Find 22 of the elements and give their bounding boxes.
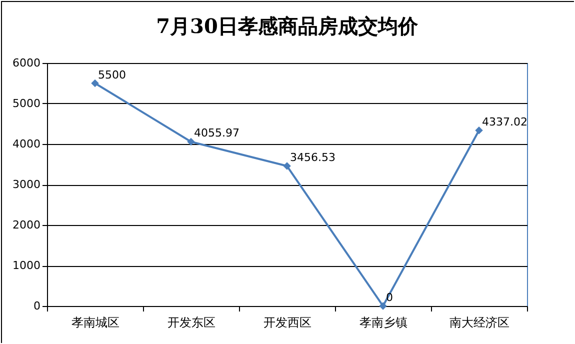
data-label: 4337.02 xyxy=(482,115,528,128)
y-tick-label: 4000 xyxy=(12,138,40,150)
point xyxy=(91,79,99,88)
data-label: 5500 xyxy=(98,68,126,82)
chart-title: 7月30日孝感商品房成交均价 xyxy=(156,14,419,38)
point xyxy=(283,162,291,170)
y-tick-label: 6000 xyxy=(12,56,40,70)
x-tick-label: 南大经济区 xyxy=(450,316,510,330)
y-tick-label: 1000 xyxy=(12,259,40,272)
x-tick-label: 孝南乡镇 xyxy=(360,316,408,330)
point xyxy=(187,138,195,146)
y-tick-label: 2000 xyxy=(12,218,40,232)
data-label: 3456.53 xyxy=(290,151,336,164)
y-tick-label: 0 xyxy=(34,300,40,312)
x-tick-label: 开发西区 xyxy=(264,316,312,330)
data-label: 4055.97 xyxy=(194,126,240,140)
point xyxy=(379,302,387,310)
point xyxy=(475,126,483,134)
x-tick-label: 孝南城区 xyxy=(72,316,120,330)
y-tick-label: 3000 xyxy=(12,178,40,191)
x-tick-label: 开发东区 xyxy=(168,316,216,330)
y-tick-label: 5000 xyxy=(12,97,40,110)
